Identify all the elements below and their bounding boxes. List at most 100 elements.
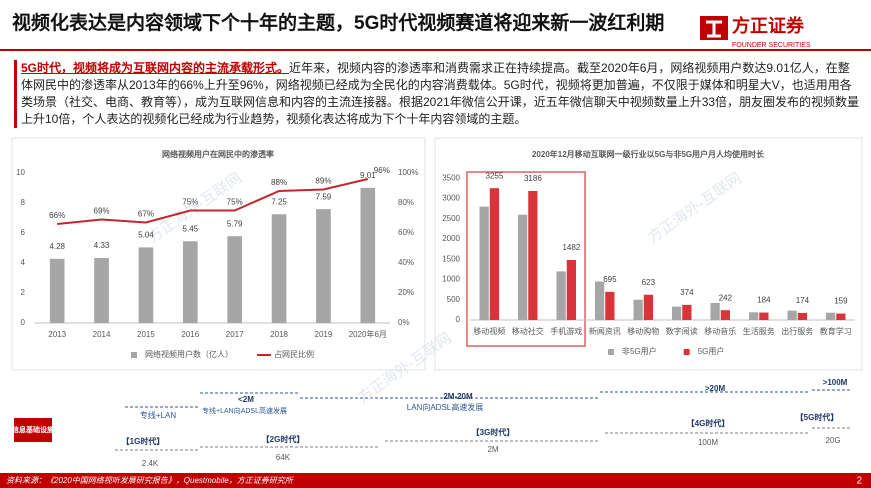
bar [633,299,643,320]
data-label: 75% [227,198,243,207]
x-tick-label: 移动音乐 [704,326,736,336]
bar [797,312,807,320]
gen-label: 【4G时代】 [687,418,730,428]
y-tick-label: 3000 [442,194,460,203]
timeline: 信息基础设施 专线+LAN <2M 专线+LAN向ADSL高速发展 2M-20M… [12,378,850,468]
x-tick-label: 2018 [270,330,288,339]
y-tick-label: 6 [21,228,26,237]
data-label: 174 [796,296,810,305]
y-tick-label: 2000 [442,234,460,243]
x-tick-label: 2019 [315,330,333,339]
y-tick-label: 3500 [442,173,460,182]
gen-label: 【2G时代】 [262,434,305,444]
logo-text: 方正证券 [732,15,805,36]
data-label: 3255 [485,171,503,180]
highlight-box [466,171,586,347]
bar [672,306,682,320]
bar [360,187,376,323]
data-label: 3186 [524,174,542,183]
bar [489,188,499,320]
data-label: 695 [603,275,617,284]
speed-label: 专线+LAN向ADSL高速发展 [202,406,287,415]
legend-swatch [131,352,137,358]
data-label: 7.25 [271,197,287,206]
chart-panel [11,137,426,371]
speed-label: 专线+LAN [140,410,176,420]
x-tick-label: 出行服务 [781,326,813,336]
x-tick-label: 2016 [181,330,199,339]
slide-title: 视频化表达是内容领域下个十年的主题，5G时代视频赛道将迎来新一波红利期 [12,11,664,34]
bar [316,209,331,323]
y-tick-label: 4 [21,258,26,267]
gen-arrows [115,427,850,451]
source: 资料来源：《2020中国网络视听发展研究报告》，Questmobile，方正证券… [6,476,295,485]
y-tick-label: 0 [456,315,461,324]
x-tick-label: 数字阅读 [666,326,698,336]
gen-speed: 100M [698,438,718,447]
data-label: 88% [271,178,287,187]
y2-tick-label: 20% [398,288,414,297]
x-tick-label: 2013 [48,330,66,339]
chart-panel [434,137,863,371]
bar [836,313,846,320]
data-label: 69% [94,207,110,216]
logo-en: FOUNDER SECURITIES [732,42,811,49]
speed-label: <2M [238,395,254,404]
bar [643,294,653,320]
gen-speed: 20G [825,436,840,445]
bar [479,206,489,320]
bar [595,281,605,320]
y-tick-label: 2500 [442,214,460,223]
data-label: 67% [138,210,154,219]
bar [227,236,243,323]
bar [605,291,615,320]
speed-label: >20M [705,384,726,393]
line [57,178,369,225]
bar [682,304,692,320]
speed-label: 2M-20M [443,392,473,401]
x-tick-label: 移动社交 [512,326,544,336]
bar [710,302,720,320]
data-label: 5.04 [138,231,154,240]
page-number: 2 [856,476,862,487]
x-tick-label: 手机游戏 [550,326,582,336]
speed-arrows [125,389,850,408]
data-label: 184 [757,296,771,305]
y-tick-label: 1500 [442,254,460,263]
data-label: 623 [642,278,656,287]
y-tick-label: 8 [21,198,26,207]
speed-label: >100M [823,378,848,387]
data-label: 159 [834,297,848,306]
x-tick-label: 2020年6月 [349,329,387,339]
bar [94,258,109,323]
data-label: 5.45 [183,224,199,233]
legend-swatch [608,349,614,355]
bar [138,247,154,323]
y2-tick-label: 80% [398,198,414,207]
x-tick-label: 移动视频 [473,326,505,336]
bar [749,312,759,320]
legend-label: 网络视频用户数（亿人） [145,349,233,359]
data-label: 7.59 [316,192,332,201]
x-tick-label: 2014 [93,330,111,339]
bar [826,312,836,320]
chart-title: 网络视频用户在网民中的渗透率 [162,149,274,159]
data-label: 242 [719,293,733,302]
gen-speed: 2.4K [142,459,159,468]
body-text: 近年来，视频内容的渗透率和消费需求正在持续提高。截至2020年6月，网络视频用户… [21,61,860,126]
x-tick-label: 2015 [137,330,155,339]
bar [271,214,287,323]
bar [720,310,730,320]
paragraph: 5G时代，视频将成为互联网内容的主流承载形式。近年来，视频内容的渗透率和消费需求… [14,60,861,128]
gen-speed: 2M [487,445,498,454]
bar [556,271,566,320]
bar [528,190,538,320]
gen-speed: 64K [276,453,291,462]
x-tick-label: 2017 [226,330,244,339]
data-label: 66% [49,211,65,220]
legend-label: 占网民比例 [274,349,314,359]
gen-label: 【1G时代】 [122,436,165,446]
legend-swatch [683,349,690,355]
